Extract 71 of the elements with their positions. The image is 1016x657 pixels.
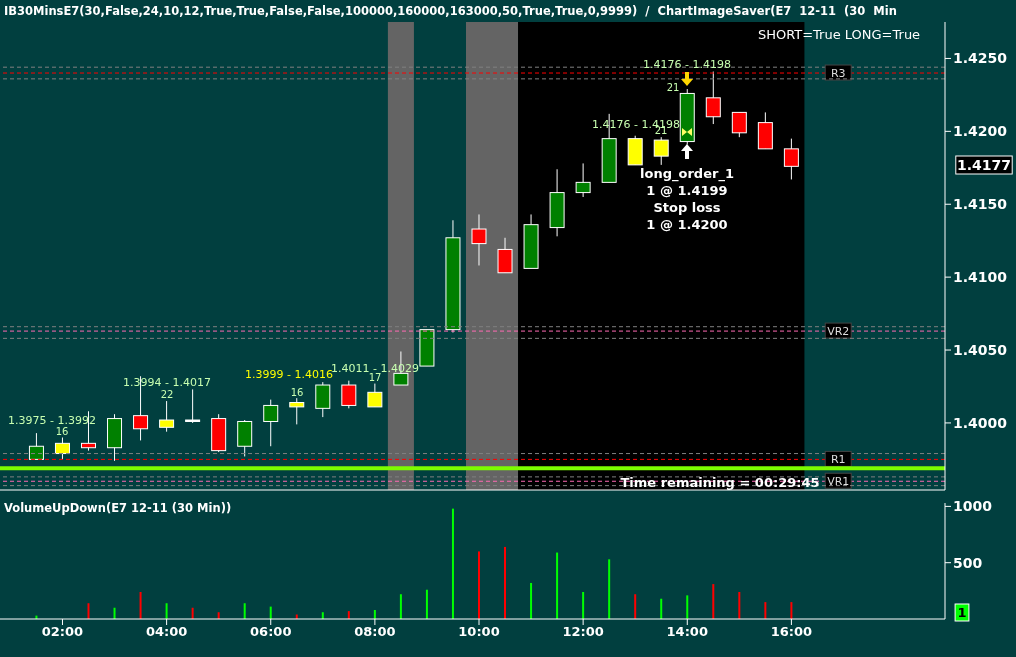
y-tick-label: 1.4000 <box>953 414 1008 431</box>
candlestick <box>731 111 747 138</box>
y-tick-label: 1.4100 <box>953 269 1008 286</box>
x-tick-label: 14:00 <box>666 624 708 640</box>
candlestick <box>54 437 70 460</box>
candlestick <box>575 162 591 198</box>
candlestick <box>315 381 331 418</box>
x-tick-label: 10:00 <box>458 624 500 640</box>
annotation: long_order_1 <box>640 166 734 182</box>
y-tick-label: 1000 <box>953 498 993 515</box>
candlestick <box>653 136 669 166</box>
text: 1 <box>957 605 967 620</box>
candlestick <box>471 213 487 266</box>
annotation: 1 @ 1.4199 <box>646 183 728 198</box>
text: 1.4177 <box>956 157 1012 173</box>
candlestick <box>159 400 175 433</box>
x-tick-label: 12:00 <box>562 624 604 640</box>
chart-title: IB30MinsE7(30,False,24,10,12,True,True,False,False,100000,160000,163000,50,True,True,0,9999) / ChartImageSaver(E7 12-11 (30 Min <box>4 4 897 18</box>
annotation: 1.3999 - 1.4016 <box>245 368 333 381</box>
chart-title: VolumeUpDown(E7 12-11 (30 Min)) <box>4 501 232 515</box>
candlestick <box>28 432 44 460</box>
bar <box>660 598 663 619</box>
annotation: 22 <box>160 389 174 400</box>
bar <box>139 591 142 619</box>
bar <box>608 559 611 619</box>
bar <box>451 508 454 619</box>
annotation: 17 <box>368 372 382 383</box>
bar <box>790 602 793 619</box>
y-tick-label: 1.4250 <box>953 50 1008 67</box>
bar <box>530 582 533 619</box>
bar <box>764 602 767 619</box>
ref-line-label: R1 <box>830 453 846 467</box>
candlestick <box>497 237 513 274</box>
bar <box>165 603 168 619</box>
y-tick-label: 1.4200 <box>953 123 1008 140</box>
x-tick-label: 04:00 <box>145 624 188 640</box>
x-tick-label: 06:00 <box>250 624 292 640</box>
bar <box>634 594 637 619</box>
bar <box>243 603 246 619</box>
y-tick-label: 500 <box>953 554 983 571</box>
candlestick <box>289 397 305 425</box>
annotation: 16 <box>55 426 69 437</box>
bar <box>399 594 402 619</box>
annotation: SHORT=True LONG=True <box>757 27 921 42</box>
bar <box>477 551 480 619</box>
y-tick-label: 1.4150 <box>953 196 1008 213</box>
bar <box>686 595 689 619</box>
bar <box>738 591 741 619</box>
bar <box>712 584 715 619</box>
candlestick <box>341 380 357 409</box>
bar <box>582 591 585 619</box>
x-tick-label: 16:00 <box>770 624 813 640</box>
bar <box>556 552 559 619</box>
annotation: Stop loss <box>653 200 721 215</box>
annotation: 16 <box>290 387 304 398</box>
annotation: 1.4176 - 1.4198 <box>643 58 731 71</box>
candlestick <box>367 383 383 408</box>
candlestick <box>783 138 799 180</box>
candlestick <box>263 399 279 447</box>
y-tick-label: 1.4050 <box>953 342 1008 359</box>
bar <box>87 603 90 619</box>
ref-line-label: R3 <box>830 67 846 81</box>
x-tick-label: 08:00 <box>354 624 396 640</box>
x-tick-label: 02:00 <box>41 624 84 640</box>
annotation: 1 @ 1.4200 <box>646 217 728 232</box>
bar <box>504 546 507 619</box>
candlestick <box>185 388 201 424</box>
ref-line-label: VR2 <box>827 325 850 339</box>
bar <box>425 589 428 619</box>
annotation: 21 <box>666 82 680 93</box>
ref-line-label: VR1 <box>827 475 850 489</box>
